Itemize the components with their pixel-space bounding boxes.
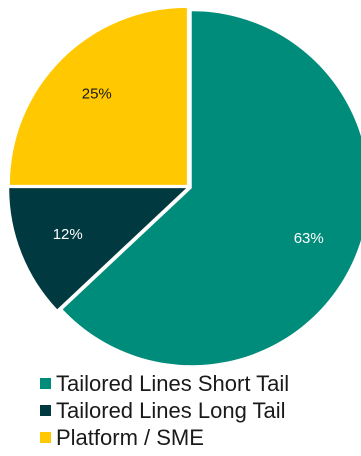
legend-item-0: Tailored Lines Short Tail — [40, 370, 289, 397]
slice-data-label-0: 63% — [294, 230, 324, 247]
slice-data-label-2: 25% — [82, 86, 112, 103]
pie-chart: 63% 12% 25% — [9, 7, 361, 366]
legend-label-1: Tailored Lines Long Tail — [56, 398, 286, 423]
legend-label-0: Tailored Lines Short Tail — [56, 371, 290, 396]
chart-legend: Tailored Lines Short Tail Tailored Lines … — [40, 370, 289, 451]
slice-data-label-1: 12% — [53, 226, 83, 243]
pie-slice-1 — [9, 188, 187, 310]
legend-swatch-0 — [40, 378, 51, 389]
legend-swatch-1 — [40, 405, 51, 416]
legend-swatch-2 — [40, 432, 51, 443]
legend-item-1: Tailored Lines Long Tail — [40, 397, 289, 424]
legend-item-2: Platform / SME — [40, 424, 289, 451]
legend-label-2: Platform / SME — [56, 425, 204, 450]
pie-slice-2 — [9, 7, 187, 185]
pie-slice-0 — [62, 11, 361, 366]
